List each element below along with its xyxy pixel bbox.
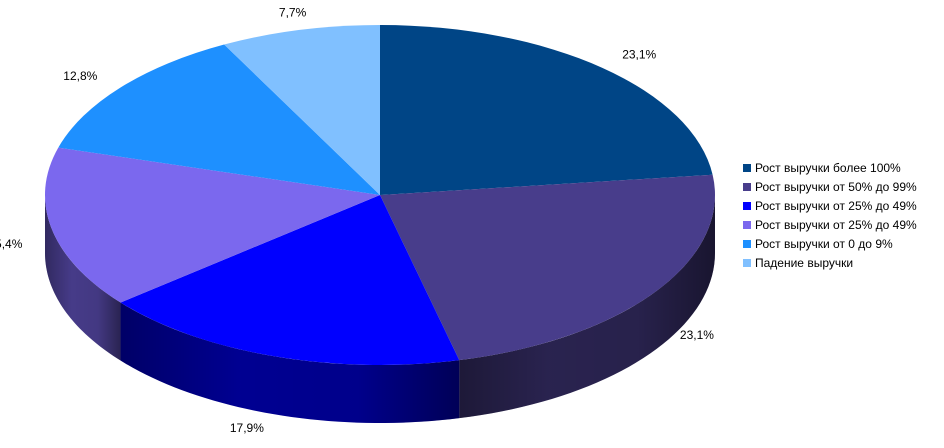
data-label: 23,1% [622,47,656,61]
legend-swatch [743,240,751,248]
legend-entry: Падение выручки [755,256,853,270]
pie-side-shade-2 [120,302,460,423]
data-label: 12,8% [63,69,97,83]
data-label: 23,1% [680,328,714,342]
legend-swatch [743,164,751,172]
pie-slice-1 [380,174,716,361]
data-label: 15,4% [0,237,23,251]
data-labels: 23,1% 23,1% 17,9% 15,4% 12,8% 7,7% [0,6,714,436]
pie-slice-2 [120,195,460,366]
pie-sides [45,195,715,423]
pie-slice-0 [380,25,713,195]
legend-entry: Рост выручки от 0 до 9% [755,237,893,251]
legend-swatch [743,259,751,267]
legend-entry: Рост выручки от 25% до 49% [755,218,917,232]
legend: Рост выручки более 100% Рост выручки от 5… [743,161,917,270]
legend-swatch [743,202,751,210]
pie-side-shade-3 [45,195,121,361]
legend-entry: Рост выручки от 25% до 49% [755,199,917,213]
pie-slices [44,25,716,366]
legend-entry: Рост выручки от 50% до 99% [755,180,917,194]
data-label: 17,9% [230,421,264,435]
pie-side-shade-1 [459,195,715,419]
legend-entry: Рост выручки более 100% [755,161,901,175]
pie-slice-5 [224,25,380,195]
data-label: 7,7% [279,6,307,20]
legend-swatch [743,183,751,191]
pie-slice-3 [44,147,380,303]
pie-slice-4 [58,44,381,196]
legend-swatch [743,221,751,229]
